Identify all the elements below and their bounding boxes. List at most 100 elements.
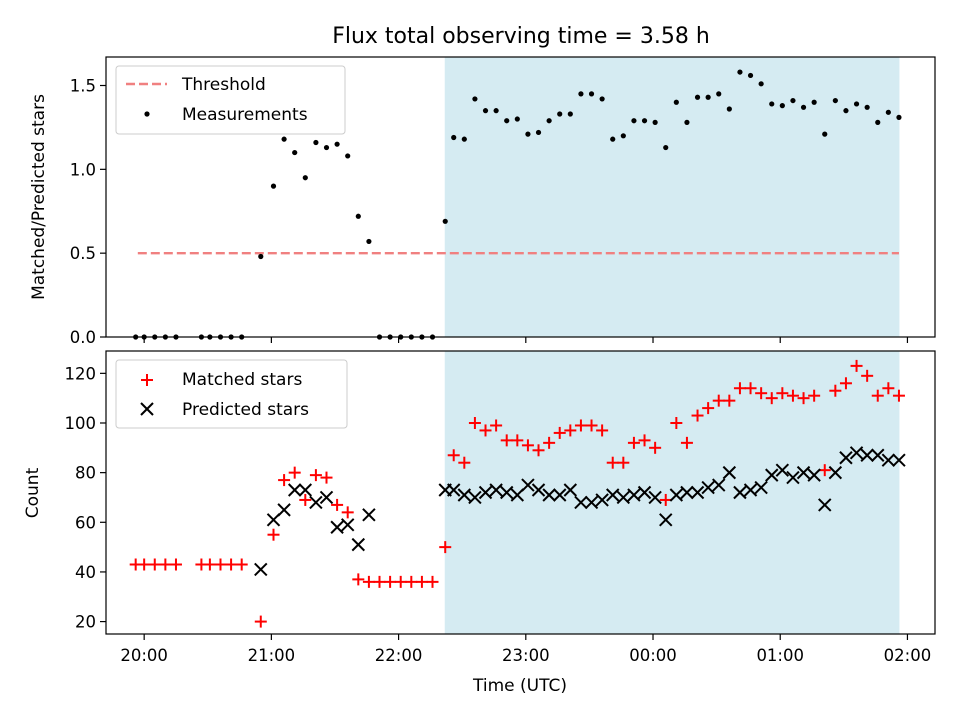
measurement-point [769,101,775,107]
top-legend: Threshold Measurements [115,65,346,135]
predicted-star-point [574,495,588,510]
matched-star-point [786,389,799,402]
matched-star-point [320,471,333,484]
matched-star-point [596,424,609,437]
predicted-star-point [839,451,853,465]
predicted-star-point [743,483,758,497]
measurement-point [652,119,658,125]
measurement-point [758,81,764,87]
measurement-point [313,139,319,146]
predicted-star-point [362,508,376,522]
predicted-star-point [319,490,334,505]
matched-star-point [169,558,182,571]
matched-star-point [254,615,267,628]
measurement-point [546,118,552,124]
top-y-tick-label: 1.0 [70,160,96,179]
predicted-star-point [542,488,556,502]
matched-star-point [490,419,503,432]
predicted-star-point [680,485,694,500]
measurement-point [779,103,785,109]
top-y-ticks: 0.0 0.5 1.0 1.5 [70,77,106,347]
predicted-star-point [500,485,514,500]
measurement-point [620,133,626,139]
matched-star-point [808,389,821,402]
matched-star-point [797,392,810,405]
predicted-star-point [712,478,726,492]
predicted-star-point [468,490,482,505]
matched-star-point [649,441,662,454]
predicted-star-point [277,503,291,517]
predicted-star-point [754,480,768,495]
measurement-point [258,253,264,260]
top-legend-box [115,65,346,135]
matched-star-point [543,436,556,449]
top-y-tick-label: 1.5 [70,77,96,96]
measurement-point [504,118,510,124]
matched-star-point [235,558,248,571]
bottom-axes-frame [105,350,936,635]
measurement-point [366,238,372,245]
measurement-point [281,136,287,142]
matched-star-point [341,506,354,519]
predicted-star-point [616,490,631,505]
matched-star-point [829,384,842,397]
measurement-point [790,97,796,104]
measurement-point [673,99,679,105]
matched-star-point [871,389,884,402]
predicted-star-point [340,518,355,532]
matched-star-point [278,474,291,487]
bottom-y-axis-label: Count [23,467,43,518]
predicted-star-point [659,513,673,527]
predicted-star-point [510,488,525,502]
predicted-star-point [828,465,843,480]
measurement-point [811,99,817,105]
measurement-point [535,129,542,136]
measurement-point [302,175,308,181]
measurement-point [472,96,478,102]
predicted-star-point [553,488,567,502]
matched-star-point [439,541,452,554]
matched-star-point [861,369,874,382]
bottom-y-tick-label: 60 [75,513,96,532]
predicted-star-point [478,485,493,500]
predicted-star-point [531,483,546,497]
x-tick-label: 00:00 [629,646,677,665]
predicted-star-point [669,488,684,502]
matched-star-point [148,558,161,571]
bottom-y-tick-label: 120 [65,364,97,383]
predicted-star-point [447,483,461,497]
measurement-point [493,108,499,114]
matched-star-point [553,426,566,439]
predicted-star-point [298,483,313,497]
predicted-star-point [701,480,715,495]
bottom-y-tick-label: 80 [75,464,96,483]
matched-star-point [776,387,789,400]
top-axes: 0.0 0.5 1.0 1.5 Matched/Predicted stars Thr… [29,56,936,347]
matched-star-point [415,575,428,588]
measurement-point [875,119,881,125]
matched-star-point [574,419,587,432]
measurement-point [451,134,457,141]
matched-star-point [500,434,513,447]
measurement-point [896,114,902,120]
measurement-point [800,104,807,110]
measurement-point [514,116,520,122]
matched-star-point [892,389,905,402]
matched-star-point [447,449,460,462]
bottom-x-ticks: 20:00 21:00 22:00 23:00 00:00 01:00 02:00 [120,634,931,665]
matched-star-point [479,424,492,437]
bottom-y-ticks: 20 40 60 80 100 120 [65,364,106,632]
measurement-point [345,153,351,159]
bottom-y-tick-label: 40 [75,563,96,582]
top-y-tick-label: 0.5 [70,244,96,263]
x-tick-label: 23:00 [502,646,550,665]
matched-star-point [511,434,524,447]
matched-star-point [458,456,471,469]
x-tick-label: 21:00 [248,646,296,665]
legend-threshold-label: Threshold [181,75,266,95]
predicted-star-point [786,470,800,485]
predicted-star-point [637,485,652,500]
x-axis-label: Time (UTC) [472,676,567,696]
x-tick-label: 20:00 [120,646,168,665]
legend-predicted-swatch [140,402,154,416]
